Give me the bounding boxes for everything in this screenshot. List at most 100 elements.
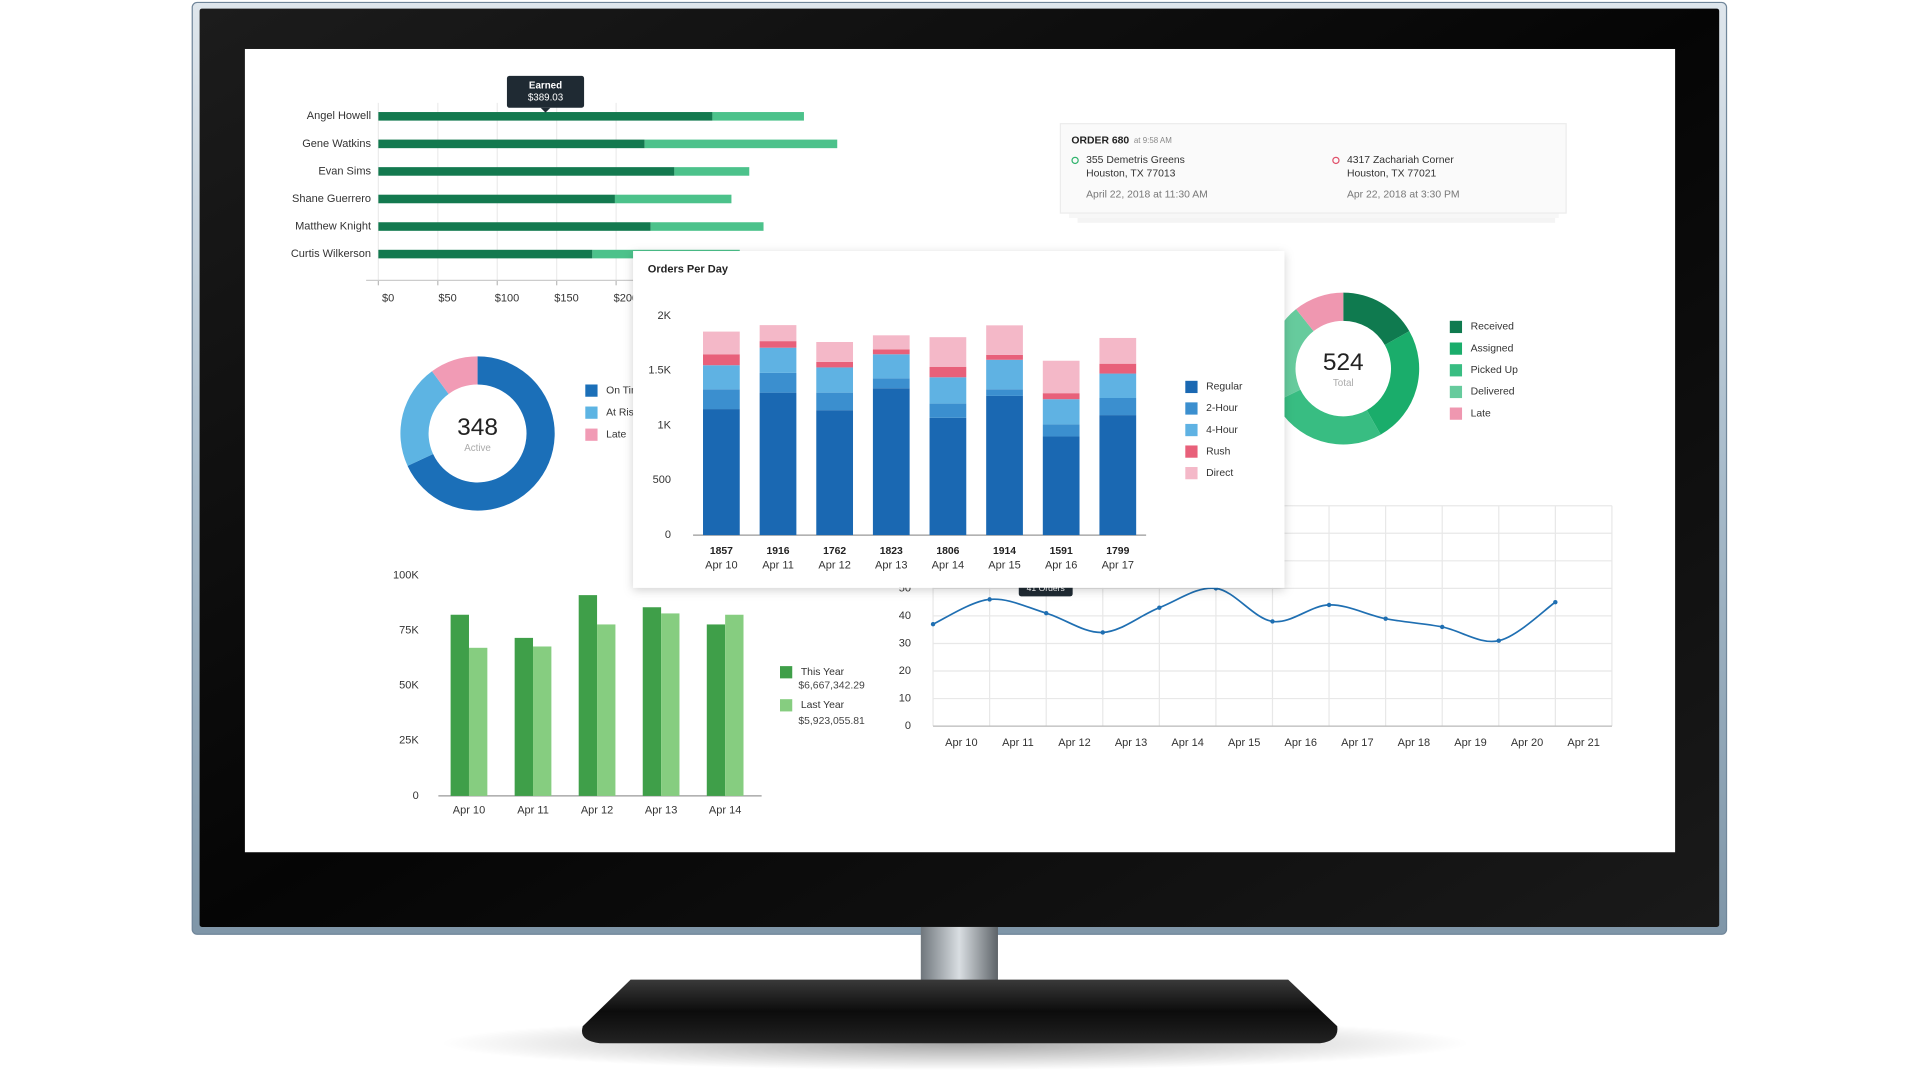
bar-segment — [929, 337, 967, 367]
y-tick-label: 2K — [658, 310, 672, 322]
tooltip — [506, 75, 585, 108]
legend-label: 4-Hour — [1206, 425, 1238, 436]
bar-segment — [986, 354, 1023, 360]
y-tick-label: 10 — [899, 692, 911, 704]
x-tick-label: Apr 19 — [1454, 737, 1486, 749]
x-tick-label: Apr 13 — [875, 560, 907, 572]
bar-segment — [1042, 393, 1080, 400]
total-label: 1806 — [936, 546, 959, 557]
tooltip-title: Earned — [529, 80, 562, 91]
y-tick-label: 100K — [393, 569, 419, 581]
x-tick-label: Apr 11 — [517, 805, 549, 817]
legend-swatch — [1449, 342, 1463, 355]
x-tick-label: $100 — [495, 293, 520, 305]
line-point — [1553, 599, 1558, 605]
x-tick-label: Apr 12 — [1058, 737, 1090, 749]
center-value: 348 — [457, 414, 498, 441]
bar-segment — [759, 372, 797, 393]
legend-label: Last Year — [801, 700, 845, 711]
donut-slice — [1275, 389, 1381, 445]
order-card: ORDER 680 at 9:58 AM 355 Demetris Greens… — [1059, 123, 1567, 223]
y-tick-label: 1.5K — [648, 365, 671, 377]
bar — [378, 249, 593, 259]
bar-segment — [816, 410, 854, 536]
bar-segment — [1042, 436, 1080, 536]
bar-segment — [1042, 399, 1080, 425]
card-stack — [1077, 215, 1556, 223]
card — [1059, 123, 1567, 214]
bar — [674, 167, 750, 176]
y-tick-label: Matthew Knight — [295, 220, 371, 232]
donut-slice — [1366, 331, 1420, 435]
x-tick-label: Apr 14 — [709, 805, 741, 817]
pickup-city: Houston, TX 77013 — [1086, 169, 1176, 180]
bar-segment — [1099, 363, 1137, 374]
center-label: Active — [464, 443, 491, 454]
donut-slice — [1296, 292, 1344, 332]
bar-segment — [929, 417, 967, 536]
bar-segment — [986, 395, 1023, 536]
bar-segment — [1042, 424, 1080, 437]
pickup-time: April 22, 2018 at 11:30 AM — [1086, 189, 1208, 200]
active-donut: On Time At Risk Late 348 Active — [400, 356, 646, 511]
y-tick-label: 40 — [899, 610, 911, 622]
total-label: 1762 — [823, 546, 846, 557]
dropoff-time: Apr 22, 2018 at 3:30 PM — [1347, 189, 1460, 200]
y-tick-label: 0 — [665, 529, 671, 541]
bar — [514, 637, 534, 796]
total-label: 1799 — [1106, 546, 1129, 557]
y-tick-label: 500 — [653, 474, 671, 486]
donut-slice — [1343, 292, 1410, 346]
legend-swatch — [585, 406, 598, 419]
y-tick-label: Shane Guerrero — [292, 193, 371, 205]
y-tick-label: 50K — [399, 680, 419, 692]
bar-segment — [1099, 337, 1137, 364]
line-point — [1270, 619, 1275, 624]
x-tick-label: Apr 14 — [932, 560, 964, 572]
x-tick-label: $50 — [438, 293, 456, 305]
y-tick-label: 75K — [399, 625, 419, 637]
y-tick-label: Curtis Wilkerson — [291, 248, 371, 260]
line-point — [1044, 610, 1049, 616]
bar — [378, 167, 675, 176]
bar — [661, 613, 680, 796]
legend-swatch — [585, 384, 598, 397]
line-point — [1383, 616, 1388, 621]
bar-segment — [872, 388, 910, 536]
y-tick-label: Evan Sims — [318, 165, 371, 177]
y-tick-label: Angel Howell — [307, 110, 371, 122]
legend-swatch — [1185, 445, 1198, 458]
bar — [378, 194, 615, 204]
bar — [642, 607, 662, 796]
bar-segment — [703, 389, 740, 410]
dropoff-city: Houston, TX 77021 — [1347, 169, 1437, 180]
donut-slice — [431, 356, 478, 394]
bar — [450, 614, 469, 796]
legend-swatch — [1185, 467, 1198, 480]
pickup-address: 355 Demetris Greens — [1086, 155, 1185, 166]
legend-swatch — [780, 666, 793, 679]
total-label: 1591 — [1050, 546, 1073, 557]
x-tick-label: Apr 17 — [1102, 560, 1134, 572]
bar-segment — [759, 347, 797, 373]
bar — [644, 139, 838, 149]
x-tick-label: Apr 10 — [705, 560, 737, 572]
order-time: at 9:58 AM — [1134, 136, 1172, 145]
x-tick-label: Apr 11 — [1002, 737, 1034, 749]
x-tick-label: Apr 17 — [1341, 737, 1373, 749]
y-tick-label: 30 — [899, 637, 911, 649]
x-tick-label: Apr 16 — [1285, 737, 1317, 749]
legend-swatch — [1185, 402, 1198, 415]
x-tick-label: Apr 15 — [988, 560, 1020, 572]
x-tick-label: Apr 15 — [1228, 737, 1260, 749]
legend-total: $6,667,342.29 — [798, 680, 865, 691]
bar-segment — [759, 341, 797, 348]
pickup-dot — [1071, 156, 1079, 165]
line-point — [1440, 624, 1445, 630]
bar-segment — [703, 331, 740, 355]
bar-segment — [703, 354, 740, 366]
bar-segment — [929, 403, 967, 418]
